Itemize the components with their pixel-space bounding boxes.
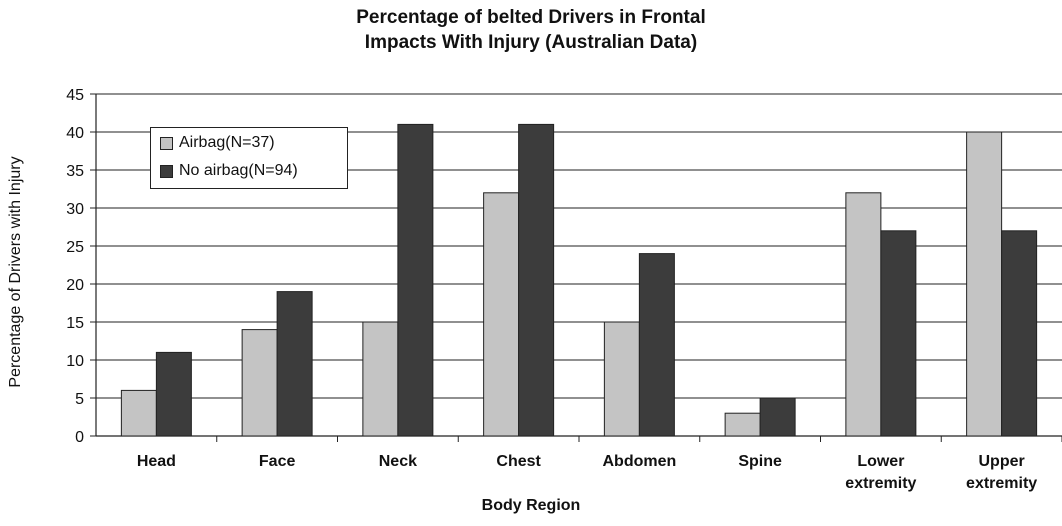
bar-no-airbag-0 bbox=[155, 351, 192, 437]
bar-airbag-3 bbox=[483, 192, 520, 437]
y-tick-label-25: 25 bbox=[66, 239, 84, 256]
bar-no-airbag-2 bbox=[397, 123, 434, 437]
x-tick-label-6-line-0: Lower bbox=[857, 453, 904, 470]
bar-no-airbag-6 bbox=[880, 230, 917, 437]
x-tick-label-4: Abdomen bbox=[602, 453, 676, 470]
x-axis-label: Body Region bbox=[481, 497, 581, 514]
bar-airbag-1 bbox=[241, 329, 278, 437]
bar-airbag-4 bbox=[603, 321, 640, 437]
bar-airbag-6 bbox=[845, 192, 882, 437]
x-tick-label-3: Chest bbox=[496, 453, 541, 470]
x-tick-label-0: Head bbox=[137, 453, 176, 470]
bar-no-airbag-4 bbox=[638, 253, 675, 437]
bar-no-airbag-5 bbox=[759, 397, 796, 437]
y-tick-label-30: 30 bbox=[66, 201, 84, 218]
bar-no-airbag-7 bbox=[1001, 230, 1038, 437]
legend-item-airbag: Airbag(N=37) bbox=[160, 133, 275, 153]
y-tick-label-35: 35 bbox=[66, 163, 84, 180]
y-tick-label-5: 5 bbox=[75, 391, 84, 408]
bar-airbag-5 bbox=[724, 412, 761, 437]
x-tick-label-6-line-1: extremity bbox=[845, 475, 916, 492]
chart-title-line-1: Percentage of belted Drivers in Frontal bbox=[356, 7, 706, 28]
bar-airbag-0 bbox=[120, 389, 157, 437]
x-tick-label-5: Spine bbox=[738, 453, 782, 470]
y-tick-label-10: 10 bbox=[66, 353, 84, 370]
y-tick-label-20: 20 bbox=[66, 277, 84, 294]
legend-swatch-airbag bbox=[160, 136, 173, 150]
y-tick-label-40: 40 bbox=[66, 125, 84, 142]
bar-airbag-2 bbox=[362, 321, 399, 437]
legend-swatch-no-airbag bbox=[160, 164, 173, 178]
x-tick-label-7-line-0: Upper bbox=[979, 453, 1025, 470]
bar-airbag-7 bbox=[966, 131, 1003, 437]
legend-label-no-airbag: No airbag(N=94) bbox=[179, 162, 298, 179]
bar-no-airbag-3 bbox=[518, 123, 555, 437]
chart-title-line-2: Impacts With Injury (Australian Data) bbox=[364, 32, 698, 53]
legend-label-airbag: Airbag(N=37) bbox=[179, 134, 275, 151]
x-tick-label-2: Neck bbox=[379, 453, 417, 470]
legend-item-no-airbag: No airbag(N=94) bbox=[160, 161, 298, 181]
bar-no-airbag-1 bbox=[276, 291, 313, 437]
y-axis-label: Percentage of Drivers with Injury bbox=[7, 156, 24, 388]
legend: Airbag(N=37) No airbag(N=94) bbox=[150, 127, 348, 189]
y-tick-label-45: 45 bbox=[66, 87, 84, 104]
y-tick-label-0: 0 bbox=[75, 429, 84, 446]
x-tick-label-7-line-1: extremity bbox=[966, 475, 1037, 492]
x-tick-label-1: Face bbox=[259, 453, 296, 470]
y-tick-label-15: 15 bbox=[66, 315, 84, 332]
